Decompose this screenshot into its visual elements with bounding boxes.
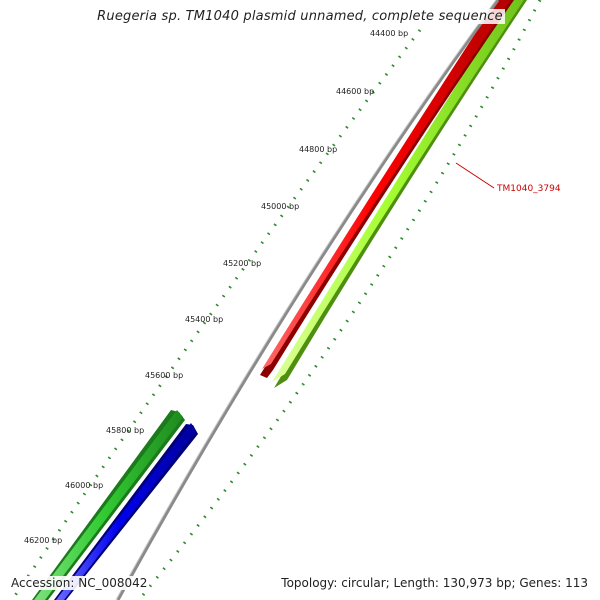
tick-label: 44400 bp bbox=[370, 29, 408, 38]
map-title: Ruegeria sp. TM1040 plasmid unnamed, com… bbox=[95, 9, 505, 24]
tick-label: 46200 bp bbox=[24, 536, 62, 545]
feature-lime[interactable] bbox=[272, 0, 527, 388]
sequence-summary: Topology: circular; Length: 130,973 bp; … bbox=[279, 576, 590, 590]
feature-label[interactable]: TM1040_3794 bbox=[496, 184, 561, 194]
feature-TM1040_3794[interactable] bbox=[260, 0, 514, 378]
tick-label: 44600 bp bbox=[336, 87, 374, 96]
feature-callout-line bbox=[455, 162, 495, 189]
accession-label: Accession: NC_008042 bbox=[9, 576, 150, 590]
tick-label: 45200 bp bbox=[223, 259, 261, 268]
sequence-backbone bbox=[116, 0, 500, 600]
tick-label: 45800 bp bbox=[106, 426, 144, 435]
tick-label: 46000 bp bbox=[65, 481, 103, 490]
tick-label: 44800 bp bbox=[299, 145, 337, 154]
tick-label: 45000 bp bbox=[261, 202, 299, 211]
feature-green[interactable] bbox=[32, 410, 185, 600]
tick-label: 45400 bp bbox=[185, 315, 223, 324]
tick-label: 45600 bp bbox=[145, 371, 183, 380]
feature-blue[interactable] bbox=[54, 423, 198, 600]
tick-labels: 44400 bp 44600 bp 44800 bp 45000 bp 4520… bbox=[24, 29, 408, 545]
